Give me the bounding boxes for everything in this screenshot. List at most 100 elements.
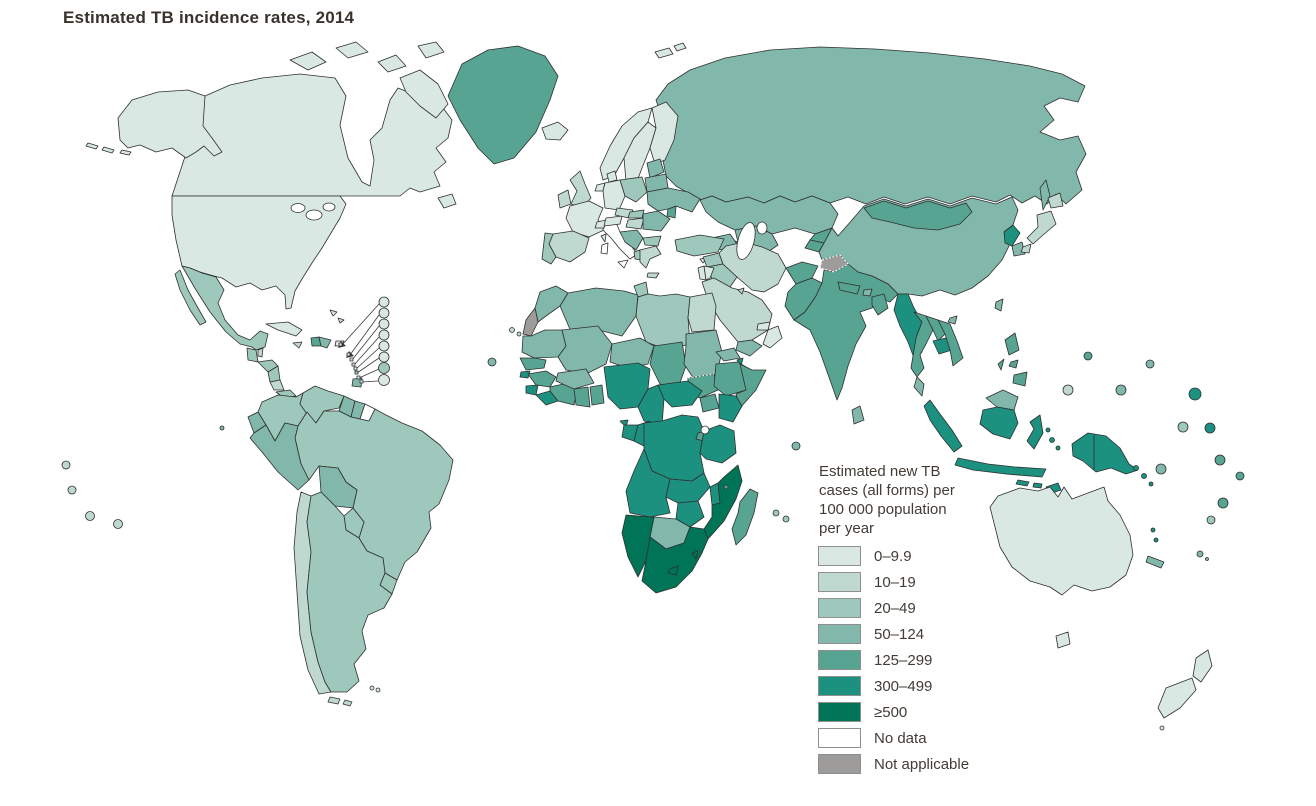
region-canary-1 <box>509 327 515 333</box>
region-sulawesi <box>1026 414 1044 450</box>
region-molucca-1 <box>1049 437 1055 443</box>
region-tonga <box>1217 497 1229 509</box>
region-portugal <box>541 232 557 265</box>
region-lesser-sunda-2 <box>1032 482 1043 489</box>
region-arctic-island-1 <box>289 51 327 71</box>
region-laos <box>925 315 946 342</box>
figure-title: Estimated TB incidence rates, 2014 <box>63 8 355 27</box>
callout-circle-8 <box>378 374 390 386</box>
region-kenya <box>718 393 743 423</box>
callout-circle-4 <box>378 329 390 341</box>
region-bhutan <box>862 288 873 297</box>
region-tierra-del-fuego-1 <box>327 696 341 705</box>
region-guinea <box>527 370 557 388</box>
callout-circle-3 <box>378 318 390 330</box>
region-greenland <box>447 45 559 165</box>
region-baja-california <box>174 269 207 326</box>
region-corsica <box>600 233 607 243</box>
region-kashmir <box>819 254 849 273</box>
region-ukraine <box>646 187 701 213</box>
region-falkland-2 <box>375 687 381 693</box>
legend-row: 300–499 <box>818 673 1038 699</box>
callout-target <box>349 357 354 362</box>
callout-circle-7 <box>378 362 390 374</box>
region-austria <box>603 215 623 227</box>
callout-circle-1 <box>378 296 390 308</box>
region-bulgaria <box>642 235 662 247</box>
region-malaysia <box>913 376 925 397</box>
legend-label: Not applicable <box>874 755 970 773</box>
region-solomon-3 <box>1148 481 1154 487</box>
region-sardinia <box>600 242 609 255</box>
lake-superior <box>290 203 306 213</box>
region-mexico <box>181 265 269 351</box>
region-japan-hokkaido <box>1047 192 1064 209</box>
region-niger <box>609 337 655 369</box>
region-seychelles <box>791 441 801 451</box>
legend-title: Estimated new TB cases (all forms) per 1… <box>819 463 955 537</box>
legend-swatch-20-49 <box>818 598 861 618</box>
legend-label: ≥500 <box>874 703 908 721</box>
region-south-africa <box>641 526 709 594</box>
region-baffin-island <box>399 69 449 119</box>
region-galapagos <box>219 425 225 431</box>
callout-target <box>346 352 351 357</box>
legend-label: 300–499 <box>874 677 933 695</box>
region-kiribati-1 <box>1188 387 1202 401</box>
region-jordan <box>703 265 715 281</box>
legend-swatch-300-499 <box>818 676 861 696</box>
legend-label: 0–9.9 <box>874 547 912 565</box>
region-molucca-2 <box>1055 445 1061 451</box>
region-sri-lanka <box>851 405 865 425</box>
region-palawan <box>997 358 1005 371</box>
region-niue <box>1206 515 1216 525</box>
region-chad <box>649 341 687 389</box>
region-guam <box>1083 351 1093 361</box>
legend-label: 125–299 <box>874 651 933 669</box>
region-pacific-island-2 <box>67 485 77 495</box>
region-nauru <box>1177 421 1189 433</box>
region-dominican-republic <box>318 336 332 349</box>
region-italy <box>602 219 638 260</box>
region-egypt <box>687 292 717 333</box>
region-poland <box>619 176 648 203</box>
legend-row: Not applicable <box>818 751 1038 777</box>
region-svalbard-1 <box>654 47 674 59</box>
region-western-sahara <box>522 307 539 337</box>
region-madagascar <box>731 488 759 546</box>
region-pacific-island-3 <box>85 511 95 521</box>
callout-circle-6 <box>378 351 390 363</box>
region-mongolia <box>863 200 973 231</box>
callout-target <box>356 375 361 380</box>
legend-label: 10–19 <box>874 573 916 591</box>
region-baltics <box>646 158 665 179</box>
region-tierra-del-fuego-2 <box>342 699 353 707</box>
region-pacific-island-1 <box>61 460 71 470</box>
region-greece <box>639 245 662 269</box>
region-pacific-island-4 <box>113 519 123 529</box>
region-philippines-visayas <box>1008 359 1019 369</box>
legend-swatch-10-19 <box>818 572 861 592</box>
legend-row: 125–299 <box>818 647 1038 673</box>
region-yemen <box>735 339 763 357</box>
region-venezuela <box>299 385 345 424</box>
region-arctic-island-4 <box>417 41 445 59</box>
callout-target <box>351 362 356 367</box>
region-costa-rica <box>269 379 285 391</box>
region-tuvalu <box>1214 454 1226 466</box>
region-romania <box>642 210 671 232</box>
legend-label: 50–124 <box>874 625 925 643</box>
region-vanuatu-1 <box>1150 527 1156 533</box>
legend-row: 10–19 <box>818 569 1038 595</box>
region-falkland-1 <box>369 685 375 691</box>
region-ghana <box>573 386 591 408</box>
region-kalimantan <box>979 406 1019 440</box>
callout-target <box>354 370 359 375</box>
legend-label: 20–49 <box>874 599 916 617</box>
aral-sea <box>756 221 768 235</box>
region-senegal <box>519 357 547 371</box>
region-zimbabwe <box>675 500 705 528</box>
lake-michigan-huron <box>305 209 323 221</box>
region-guatemala <box>246 347 259 363</box>
region-philippines-mindanao <box>1012 371 1028 387</box>
